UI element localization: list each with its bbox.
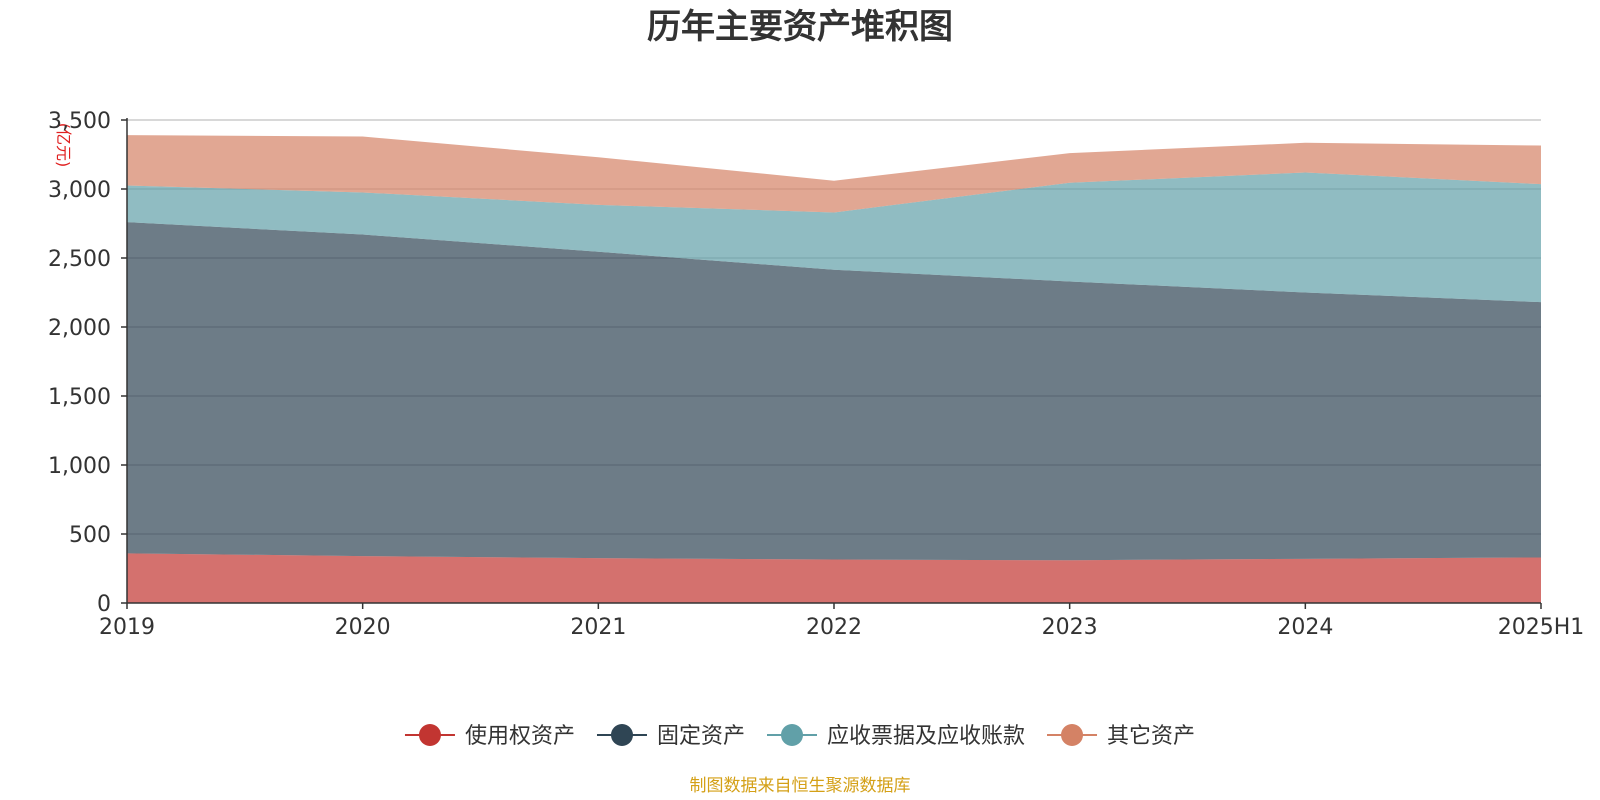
x-tick-label: 2023 xyxy=(1042,615,1098,640)
legend-marker xyxy=(781,724,803,746)
legend-marker xyxy=(610,724,633,746)
x-axis-ticks: 2019 2020 2021 2022 2023 2024 2025H1 xyxy=(99,603,1584,640)
x-tick-label: 2025H1 xyxy=(1498,615,1585,640)
legend-item: 使用权资产 xyxy=(404,724,575,749)
y-tick-label: 1,000 xyxy=(48,454,111,479)
y-tick-label: 2,000 xyxy=(48,316,111,341)
y-tick-label: 0 xyxy=(97,592,111,617)
legend-marker xyxy=(418,724,441,746)
x-tick-label: 2021 xyxy=(570,615,626,640)
x-tick-label: 2024 xyxy=(1277,615,1333,640)
legend-label: 使用权资产 xyxy=(465,724,575,749)
y-axis-unit: (亿元) xyxy=(54,123,73,168)
x-tick-label: 2019 xyxy=(99,615,155,640)
y-axis-ticks: 0 500 1,000 1,500 2,000 2,500 3,000 3,500 xyxy=(48,109,111,617)
legend-label: 应收票据及应收账款 xyxy=(827,724,1025,749)
y-tick-label: 3,000 xyxy=(48,178,111,203)
x-tick-label: 2022 xyxy=(806,615,862,640)
legend-item: 应收票据及应收账款 xyxy=(767,724,1025,749)
legend-marker xyxy=(1061,724,1084,746)
y-tick-label: 500 xyxy=(69,523,111,548)
legend-item: 其它资产 xyxy=(1047,724,1195,749)
area-使用权资产 xyxy=(127,553,1541,603)
legend-label: 固定资产 xyxy=(657,724,745,749)
stacked-areas xyxy=(127,135,1541,603)
area-固定资产 xyxy=(127,222,1541,561)
y-tick-label: 2,500 xyxy=(48,247,111,272)
source-note: 制图数据来自恒生聚源数据库 xyxy=(690,776,911,796)
legend: 使用权资产 固定资产 应收票据及应收账款 其它资产 xyxy=(404,724,1195,749)
area-其它资产 xyxy=(127,135,1541,213)
y-tick-label: 1,500 xyxy=(48,385,111,410)
y-tick-label: 3,500 xyxy=(48,109,111,134)
chart-title: 历年主要资产堆积图 xyxy=(647,7,953,47)
legend-item: 固定资产 xyxy=(596,724,745,749)
legend-label: 其它资产 xyxy=(1107,724,1195,749)
area-应收票据及应收账款 xyxy=(127,172,1541,303)
x-tick-label: 2020 xyxy=(335,615,391,640)
